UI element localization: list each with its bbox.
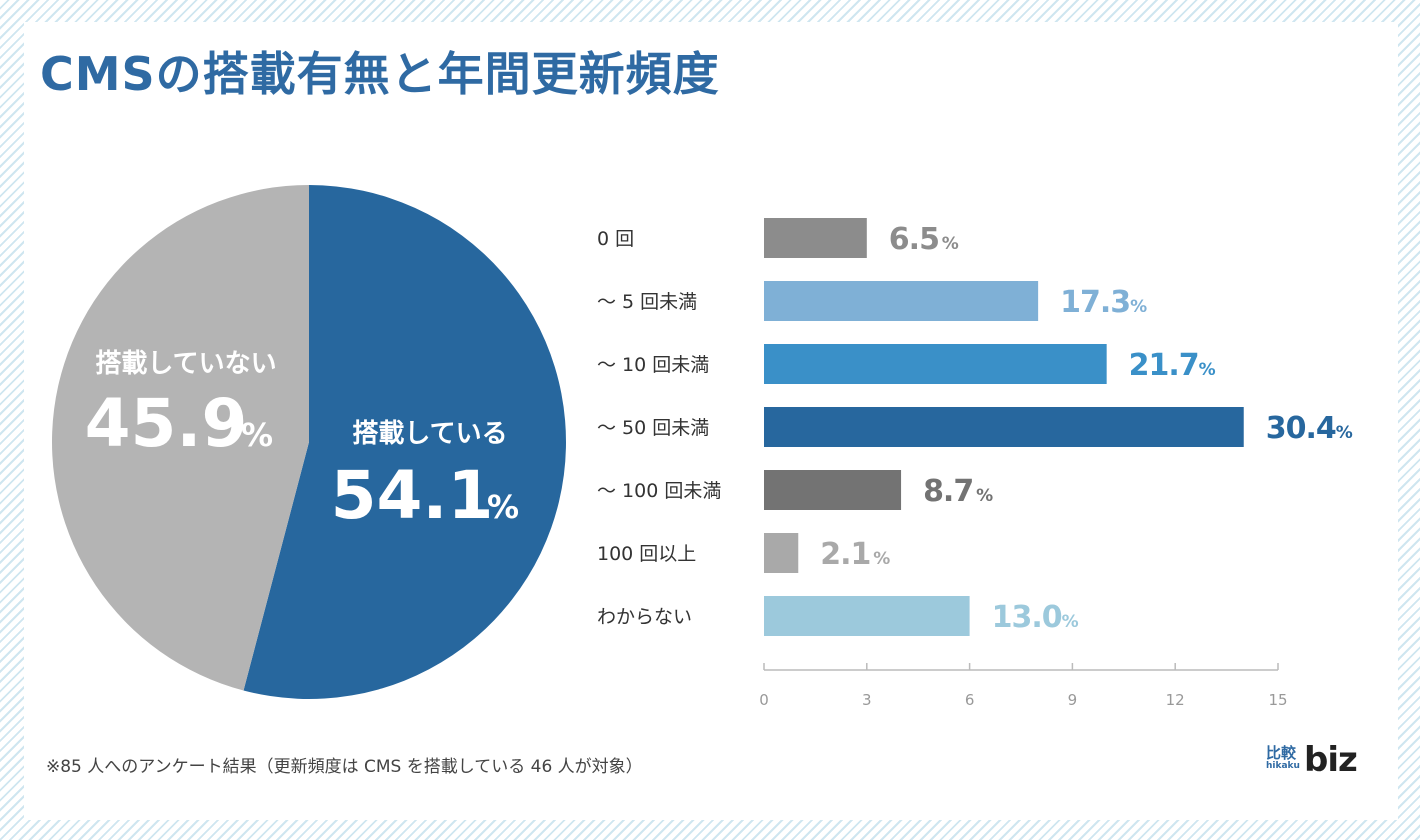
pie-slice-0 (243, 185, 566, 700)
x-tick-label-4: 12 (1166, 691, 1185, 709)
bar-value-unit-2: % (1199, 360, 1216, 380)
pie-label-value-0: 54.1 (331, 457, 494, 534)
bar-chart: 0 回 6.5 % 〜 5 回未満 17.3 % 〜 10 回未満 21.7 % 〜 50 回未満… (597, 218, 1353, 709)
logo-wordmark: biz (1304, 740, 1358, 780)
bar-value-unit-1: % (1130, 297, 1147, 317)
logo-kanji: 比較 (1266, 744, 1297, 762)
bar-category-label-4: 〜 100 回未満 (597, 480, 721, 502)
bar-value-label-6: 13.0 (992, 600, 1062, 635)
pie-label-value-1: 45.9 (85, 385, 248, 462)
bar-0 (764, 218, 867, 258)
bar-1 (764, 281, 1039, 321)
pie-label-unit-0: % (487, 488, 519, 526)
bar-2 (764, 344, 1107, 384)
bar-value-unit-6: % (1062, 612, 1079, 632)
pie-label-unit-1: % (241, 416, 273, 454)
bar-value-label-2: 21.7 (1129, 348, 1199, 383)
bar-3 (764, 407, 1244, 447)
bar-category-label-6: わからない (597, 606, 692, 628)
x-tick-label-3: 9 (1068, 691, 1078, 709)
pie-chart: 搭載している 54.1% 搭載していない 45.9% (51, 185, 566, 700)
x-tick-label-2: 6 (965, 691, 975, 709)
bar-category-label-5: 100 回以上 (597, 543, 696, 565)
bar-category-label-2: 〜 10 回未満 (597, 354, 709, 376)
bar-value-label-3: 30.4 (1266, 411, 1336, 446)
bar-value-unit-4: % (976, 486, 993, 506)
bar-value-unit-3: % (1336, 423, 1353, 443)
logo-subtext: hikaku (1266, 761, 1300, 771)
bar-category-label-3: 〜 50 回未満 (597, 417, 709, 439)
x-tick-label-0: 0 (759, 691, 769, 709)
bar-value-label-4: 8.7 (923, 474, 973, 509)
footnote: ※85 人へのアンケート結果（更新頻度は CMS を搭載している 46 人が対象… (46, 757, 643, 777)
bar-5 (764, 533, 799, 573)
x-tick-label-5: 15 (1268, 691, 1287, 709)
x-tick-label-1: 3 (862, 691, 872, 709)
pie-slice-1 (51, 185, 309, 691)
brand-logo: 比較 hikaku biz (1266, 740, 1361, 782)
bar-value-label-5: 2.1 (820, 537, 870, 572)
pie-label-name-1: 搭載していない (95, 349, 276, 379)
page-title: CMSの搭載有無と年間更新頻度 (40, 47, 720, 101)
bar-value-label-1: 17.3 (1060, 285, 1130, 320)
bar-6 (764, 596, 970, 636)
pie-label-name-0: 搭載している (352, 419, 507, 449)
bar-category-label-0: 0 回 (597, 228, 634, 250)
bar-value-label-0: 6.5 (889, 222, 939, 257)
bar-category-label-1: 〜 5 回未満 (597, 291, 697, 313)
bar-4 (764, 470, 902, 510)
bar-value-unit-0: % (942, 234, 959, 254)
bar-value-unit-5: % (873, 549, 890, 569)
